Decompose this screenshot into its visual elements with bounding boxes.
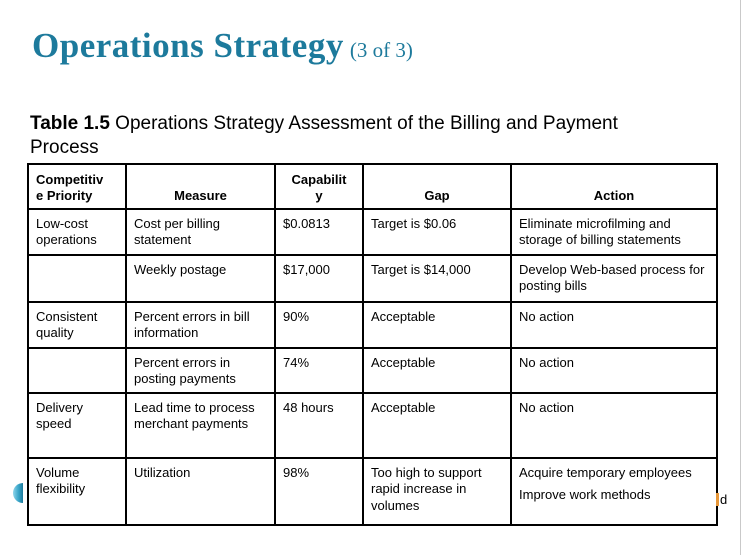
teal-bullet-decoration: [13, 483, 23, 503]
assessment-table: Competitiv e Priority Measure Capabilit …: [27, 163, 718, 526]
cell-capability: $0.0813: [274, 208, 364, 256]
cell-priority: [27, 347, 127, 394]
cell-action: No action: [510, 301, 718, 349]
cell-action: Develop Web-based process for posting bi…: [510, 254, 718, 303]
cell-priority: Volume flexibility: [27, 457, 127, 526]
cell-gap: Target is $14,000: [362, 254, 512, 303]
slide-title-suffix: (3 of 3): [349, 38, 413, 62]
cell-gap: Target is $0.06: [362, 208, 512, 256]
cell-priority: Consistent quality: [27, 301, 127, 349]
cell-action: No action: [510, 392, 718, 459]
cell-action: No action: [510, 347, 718, 394]
header-action: Action: [510, 163, 718, 210]
cell-measure: Percent errors in posting payments: [125, 347, 276, 394]
cell-measure: Percent errors in bill information: [125, 301, 276, 349]
cell-action-line1: Acquire temporary employees: [519, 465, 692, 480]
cell-action: Eliminate microfilming and storage of bi…: [510, 208, 718, 256]
page-edge-line: [740, 0, 741, 555]
cell-capability: 98%: [274, 457, 364, 526]
table-row: Low-cost operations Cost per billing sta…: [27, 208, 718, 256]
cell-measure: Weekly postage: [125, 254, 276, 303]
header-capability: Capabilit y: [274, 163, 364, 210]
table-row: Weekly postage $17,000 Target is $14,000…: [27, 254, 718, 303]
table-row: Volume flexibility Utilization 98% Too h…: [27, 457, 718, 526]
cell-measure: Cost per billing statement: [125, 208, 276, 256]
slide-title: Operations Strategy (3 of 3): [32, 26, 413, 66]
cell-gap: Acceptable: [362, 301, 512, 349]
cell-action: Acquire temporary employees Improve work…: [510, 457, 718, 526]
cell-gap: Acceptable: [362, 347, 512, 394]
table-row: Consistent quality Percent errors in bil…: [27, 301, 718, 349]
table-row: Delivery speed Lead time to process merc…: [27, 392, 718, 459]
table-caption: Table 1.5 Operations Strategy Assessment…: [30, 112, 660, 161]
cell-capability: 48 hours: [274, 392, 364, 459]
cell-gap: Acceptable: [362, 392, 512, 459]
cell-priority: [27, 254, 127, 303]
cell-capability: $17,000: [274, 254, 364, 303]
cell-measure: Utilization: [125, 457, 276, 526]
table-row: Percent errors in posting payments 74% A…: [27, 347, 718, 394]
header-gap: Gap: [362, 163, 512, 210]
cell-measure: Lead time to process merchant payments: [125, 392, 276, 459]
cell-capability: 74%: [274, 347, 364, 394]
orange-sliver-decoration: [716, 492, 719, 506]
cell-priority: Low-cost operations: [27, 208, 127, 256]
table-caption-text: Operations Strategy Assessment of the Bi…: [30, 113, 618, 159]
cell-action-line2: Improve work methods: [519, 487, 651, 503]
slide-title-text: Operations Strategy: [32, 26, 344, 65]
cell-capability: 90%: [274, 301, 364, 349]
cell-priority: Delivery speed: [27, 392, 127, 459]
table-caption-number: Table 1.5: [30, 113, 110, 134]
header-measure: Measure: [125, 163, 276, 210]
cell-gap: Too high to support rapid increase in vo…: [362, 457, 512, 526]
clipped-text-fragment: d: [716, 490, 727, 508]
clipped-letter: d: [720, 491, 728, 507]
table-header-row: Competitiv e Priority Measure Capabilit …: [27, 163, 718, 210]
header-competitive-priority: Competitiv e Priority: [27, 163, 127, 210]
